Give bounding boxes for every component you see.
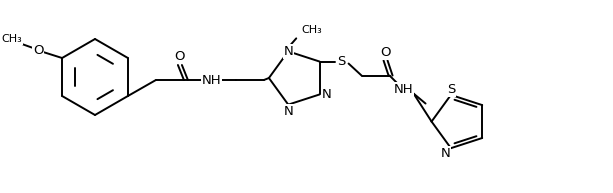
Text: CH₃: CH₃ — [2, 34, 23, 44]
Text: N: N — [322, 88, 332, 101]
Text: N: N — [283, 45, 293, 58]
Text: O: O — [33, 43, 44, 57]
Text: CH₃: CH₃ — [301, 25, 322, 35]
Text: NH: NH — [394, 83, 413, 96]
Text: O: O — [380, 46, 391, 59]
Text: NH: NH — [202, 74, 222, 86]
Text: N: N — [283, 105, 293, 118]
Text: O: O — [175, 51, 185, 63]
Text: S: S — [337, 55, 346, 68]
Text: S: S — [447, 83, 455, 96]
Text: N: N — [441, 147, 451, 160]
